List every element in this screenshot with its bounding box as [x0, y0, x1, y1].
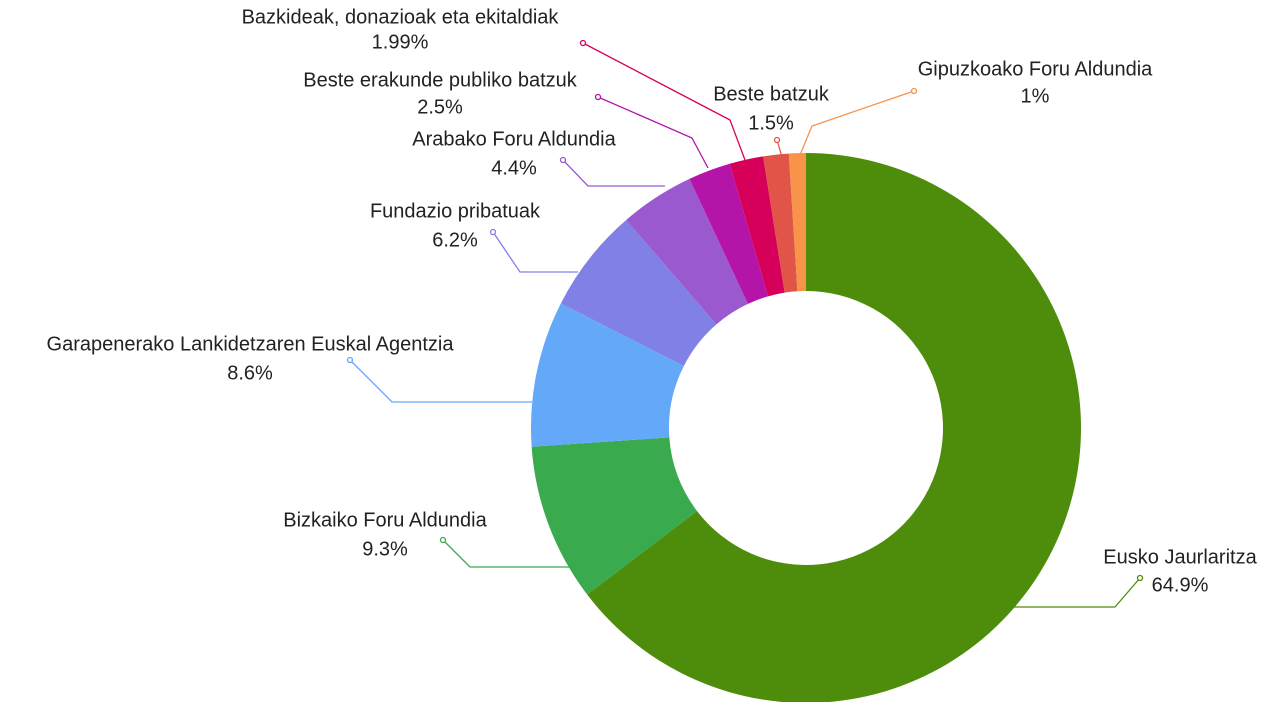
- slice-label: Gipuzkoako Foru Aldundia: [918, 58, 1153, 80]
- donut-slice: [626, 178, 748, 325]
- leader-line: [492, 231, 578, 273]
- leader-dot: [773, 136, 781, 144]
- donut-slice: [531, 303, 684, 447]
- donut-slice: [531, 437, 697, 595]
- leader-line: [799, 90, 915, 156]
- leader-line: [442, 539, 570, 568]
- leader-line: [582, 42, 746, 161]
- donut-slice: [587, 153, 1081, 702]
- leader-line: [349, 359, 532, 403]
- value-label: 1.5%: [748, 112, 794, 134]
- slice-label: Beste batzuk: [713, 83, 830, 105]
- slice-label: Arabako Foru Aldundia: [412, 128, 616, 150]
- leader-dot: [910, 87, 918, 95]
- value-label: 6.2%: [432, 229, 478, 251]
- donut-slice: [763, 153, 798, 293]
- donut-slice: [689, 163, 769, 304]
- slice-label: Fundazio pribatuak: [370, 200, 541, 222]
- value-label: 1.99%: [372, 31, 429, 53]
- leader-line: [597, 96, 709, 169]
- donut-slice: [560, 219, 717, 366]
- donut-slice: [788, 153, 806, 292]
- value-label: 1%: [1021, 85, 1050, 107]
- slice-label: Garapenerako Lankidetzaren Euskal Agentz…: [47, 333, 455, 355]
- donut-slice: [729, 156, 785, 297]
- leader-dot: [1136, 574, 1144, 582]
- value-label: 2.5%: [417, 96, 463, 118]
- leader-line: [1010, 577, 1141, 608]
- leader-dot: [579, 39, 587, 47]
- slice-label: Eusko Jaurlaritza: [1103, 546, 1257, 568]
- value-label: 8.6%: [227, 362, 273, 384]
- slice-label: Beste erakunde publiko batzuk: [303, 69, 578, 91]
- value-label: 64.9%: [1152, 574, 1209, 596]
- slice-label: Bizkaiko Foru Aldundia: [283, 509, 487, 531]
- leader-line: [562, 159, 665, 187]
- value-label: 9.3%: [362, 538, 408, 560]
- leader-dot: [594, 93, 602, 101]
- leader-dot: [489, 228, 497, 236]
- leader-dot: [559, 156, 567, 164]
- leader-dot: [346, 356, 354, 364]
- value-label: 4.4%: [491, 157, 537, 179]
- slice-label: Bazkideak, donazioak eta ekitaldiak: [242, 6, 560, 28]
- leader-dot: [439, 536, 447, 544]
